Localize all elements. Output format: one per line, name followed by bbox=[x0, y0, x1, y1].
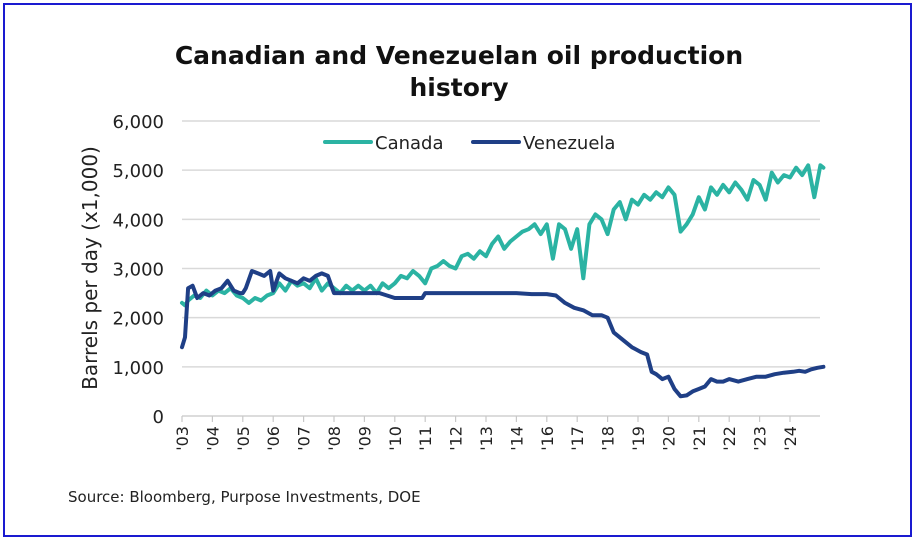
x-tick-label: '17 bbox=[568, 426, 587, 451]
y-tick-label: 2,000 bbox=[112, 309, 164, 330]
series-line-canada bbox=[180, 163, 826, 308]
x-tick-label: '22 bbox=[720, 426, 739, 451]
x-tick-label: '07 bbox=[295, 426, 314, 451]
y-tick-label: 4,000 bbox=[112, 210, 164, 231]
y-tick-label: 0 bbox=[153, 407, 164, 428]
chart-frame bbox=[3, 3, 912, 537]
x-tick-label: '09 bbox=[355, 426, 374, 451]
y-axis-label: Barrels per day (x1,000) bbox=[78, 146, 102, 390]
x-tick-label: '03 bbox=[173, 426, 192, 451]
x-tick-label: '05 bbox=[234, 426, 253, 451]
chart-title-line-1: Canadian and Venezuelan oil production bbox=[174, 41, 744, 70]
y-tick-label: 5,000 bbox=[112, 161, 164, 182]
x-tick-label: '11 bbox=[416, 426, 435, 451]
y-tick-label: 3,000 bbox=[112, 260, 164, 281]
x-tick-label: '20 bbox=[659, 426, 678, 451]
x-tick-label: '13 bbox=[477, 426, 496, 451]
x-tick-label: '21 bbox=[690, 426, 709, 451]
legend: Canada Venezuela bbox=[323, 133, 615, 154]
x-tick-label: '08 bbox=[325, 426, 344, 451]
x-tick-label: '23 bbox=[751, 426, 770, 451]
y-tick-label: 6,000 bbox=[112, 112, 164, 133]
x-tick-label: '06 bbox=[264, 426, 283, 451]
x-tick-label: '14 bbox=[507, 426, 526, 451]
y-axis-ticks: 0 1,000 2,000 3,000 4,000 5,000 6,000 bbox=[112, 112, 164, 428]
series-line-venezuela bbox=[180, 269, 826, 399]
gridlines bbox=[182, 120, 820, 368]
x-tick-label: '18 bbox=[599, 426, 618, 451]
x-tick-label: '16 bbox=[538, 426, 557, 451]
x-tick-label: '12 bbox=[447, 426, 466, 451]
x-tick-label: '24 bbox=[781, 426, 800, 451]
chart-title: Canadian and Venezuelan oil production h… bbox=[0, 40, 918, 104]
source-note: Source: Bloomberg, Purpose Investments, … bbox=[68, 488, 421, 506]
x-tick-label: '04 bbox=[203, 426, 222, 451]
x-tick-label: '19 bbox=[629, 426, 648, 451]
chart-title-line-2: history bbox=[409, 73, 509, 102]
x-tick-label: '10 bbox=[386, 426, 405, 451]
legend-label-venezuela: Venezuela bbox=[523, 133, 615, 154]
series-lines bbox=[180, 163, 826, 399]
legend-label-canada: Canada bbox=[375, 133, 444, 154]
x-axis-ticks: '03 '04 '05 '06 '07 '08 '09 '10 '11 '12 '13 '14 '16 '… bbox=[173, 416, 800, 451]
y-tick-label: 1,000 bbox=[112, 358, 164, 379]
